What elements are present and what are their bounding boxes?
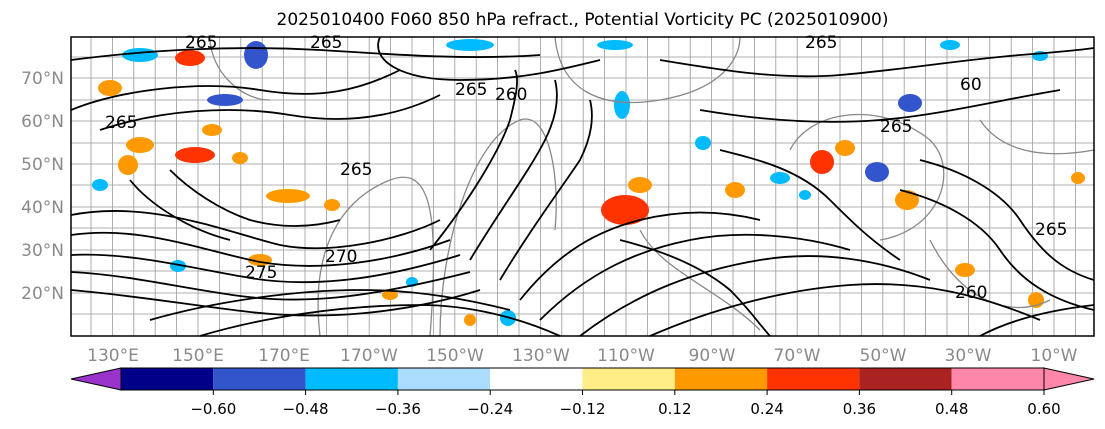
colorbar-tick-label: −0.48 — [283, 400, 329, 418]
latitude-label: 30°N — [21, 241, 64, 261]
longitude-label: 170°E — [258, 346, 310, 366]
longitude-label: 170°W — [340, 346, 398, 366]
colorbar-segment — [305, 368, 398, 390]
colorbar-segment — [213, 368, 306, 390]
longitude-labels: 130°E 150°E 170°E 170°W 150°W 130°W 110°W 90°W 7… — [87, 346, 1078, 366]
contour-label: 265 — [310, 33, 342, 53]
colorbar-segment — [859, 368, 952, 390]
contour-label: 265 — [340, 160, 372, 180]
latitude-labels: 70°N 60°N 50°N 40°N 30°N 20°N — [21, 69, 64, 304]
colorbar-tick-label: −0.24 — [467, 400, 513, 418]
colorbar-tick-label: −0.12 — [560, 400, 606, 418]
longitude-label: 10°W — [1031, 346, 1078, 366]
latitude-label: 40°N — [21, 198, 64, 218]
latitude-label: 60°N — [21, 112, 64, 132]
colorbar-tick-label: 0.36 — [843, 400, 876, 418]
longitude-label: 30°W — [945, 346, 992, 366]
colorbar-segment — [490, 368, 583, 390]
colorbar-tick-label: 0.60 — [1027, 400, 1060, 418]
colorbar-segment — [397, 368, 491, 390]
contour-label: 60 — [960, 75, 982, 95]
contour-label: 265 — [1035, 220, 1067, 240]
latitude-label: 50°N — [21, 155, 64, 175]
contour-label: 270 — [325, 247, 357, 267]
longitude-label: 50°W — [860, 346, 907, 366]
colorbar-segment — [582, 368, 675, 390]
longitude-label: 130°W — [512, 346, 570, 366]
contour-label: 265 — [105, 113, 137, 133]
colorbar-segment — [767, 368, 860, 390]
contour-label: 275 — [245, 263, 277, 283]
longitude-label: 150°W — [426, 346, 484, 366]
contour-label: 265 — [805, 33, 837, 53]
colorbar-segment — [951, 368, 1044, 390]
contour-label: 265 — [185, 33, 217, 53]
colorbar-tick-label: −0.60 — [190, 400, 236, 418]
longitude-label: 90°W — [689, 346, 736, 366]
map-title: 2025010400 F060 850 hPa refract., Potent… — [276, 10, 889, 30]
contour-label: 265 — [455, 80, 487, 100]
longitude-label: 150°E — [172, 346, 224, 366]
colorbar-tick-label: 0.12 — [658, 400, 691, 418]
colorbar-segment — [121, 368, 214, 390]
contour-label: 260 — [495, 85, 527, 105]
colorbar-segment — [674, 368, 768, 390]
longitude-label: 130°E — [87, 346, 139, 366]
longitude-label: 110°W — [597, 346, 655, 366]
colorbar-extend-high — [1043, 367, 1095, 391]
graticule — [71, 37, 1094, 336]
colorbar: −0.60 −0.48 −0.36 −0.24 −0.12 0.12 0.24 0.36 0.4… — [70, 367, 1095, 418]
map-frame — [70, 36, 1095, 337]
colorbar-tick-label: 0.48 — [935, 400, 968, 418]
colorbar-tick-label: 0.24 — [750, 400, 783, 418]
map-panel: 265 265 265 265 260 265 265 270 275 265 … — [70, 33, 1095, 337]
black-contours — [70, 36, 1095, 337]
contour-label: 260 — [955, 283, 987, 303]
longitude-label: 70°W — [774, 346, 821, 366]
latitude-label: 20°N — [21, 284, 64, 304]
contour-labels: 265 265 265 265 260 265 265 270 275 265 … — [105, 33, 1067, 303]
latitude-label: 70°N — [21, 69, 64, 89]
colorbar-tick-label: −0.36 — [375, 400, 421, 418]
colorbar-extend-low — [70, 367, 122, 391]
contour-label: 265 — [880, 117, 912, 137]
